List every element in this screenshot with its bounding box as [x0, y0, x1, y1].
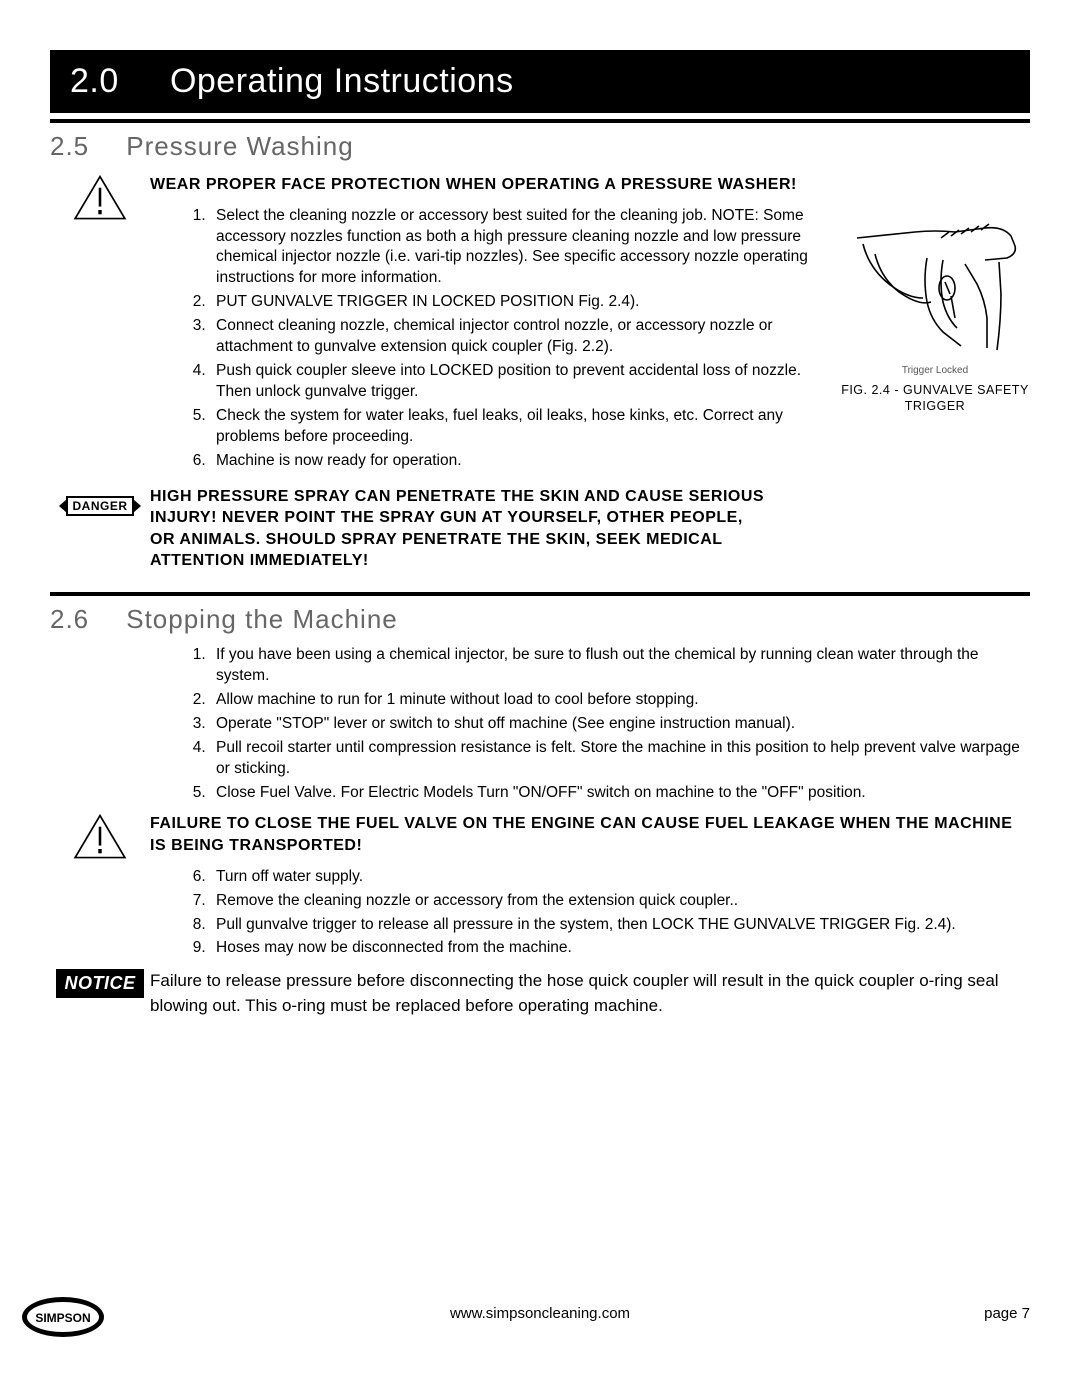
footer-url: www.simpsoncleaning.com: [50, 1305, 1030, 1322]
section-title-26: 2.6 Stopping the Machine: [50, 598, 1030, 643]
list-item: Machine is now ready for operation.: [210, 451, 1030, 472]
steps-list-26b: Turn off water supply. Remove the cleanin…: [150, 867, 1030, 960]
section-title-25: 2.5 Pressure Washing: [50, 125, 1030, 170]
divider: [50, 592, 1030, 596]
section-number: 2.6: [50, 604, 118, 635]
notice-text: Failure to release pressure before disco…: [150, 969, 1030, 1018]
page-footer: SIMPSON www.simpsoncleaning.com page 7: [50, 1305, 1030, 1322]
chapter-title: Operating Instructions: [170, 62, 514, 100]
svg-text:SIMPSON: SIMPSON: [35, 1311, 90, 1325]
danger-text: HIGH PRESSURE SPRAY CAN PENETRATE THE SK…: [150, 486, 770, 572]
danger-label: DANGER: [66, 496, 133, 516]
warning-triangle-icon: [72, 209, 128, 226]
warning-text: FAILURE TO CLOSE THE FUEL VALVE ON THE E…: [150, 813, 1030, 856]
figure-24: Trigger Locked FIG. 2.4 - GUNVALVE SAFET…: [840, 210, 1030, 415]
simpson-logo-icon: SIMPSON: [20, 1295, 106, 1343]
list-item: Hoses may now be disconnected from the m…: [210, 938, 1030, 959]
warning-triangle-icon: [72, 848, 128, 865]
section-number: 2.5: [50, 131, 118, 162]
list-item: Pull recoil starter until compression re…: [210, 738, 1030, 780]
figure-caption: FIG. 2.4 - GUNVALVE SAFETY TRIGGER: [840, 382, 1030, 415]
list-item: Remove the cleaning nozzle or accessory …: [210, 891, 1030, 912]
list-item: Pull gunvalve trigger to release all pre…: [210, 915, 1030, 936]
chapter-number: 2.0: [70, 62, 160, 101]
list-item: If you have been using a chemical inject…: [210, 645, 1030, 687]
figure-inline-label: Trigger Locked: [840, 365, 1030, 376]
notice-label: NOTICE: [56, 969, 143, 998]
list-item: Operate "STOP" lever or switch to shut o…: [210, 714, 1030, 735]
steps-list-26a: If you have been using a chemical inject…: [150, 645, 1030, 803]
warning-text: WEAR PROPER FACE PROTECTION WHEN OPERATI…: [150, 174, 1030, 196]
section-name: Stopping the Machine: [126, 604, 398, 634]
section-name: Pressure Washing: [126, 131, 353, 161]
list-item: Allow machine to run for 1 minute withou…: [210, 690, 1030, 711]
chapter-header: 2.0 Operating Instructions: [50, 50, 1030, 113]
list-item: Close Fuel Valve. For Electric Models Tu…: [210, 783, 1030, 804]
divider: [50, 119, 1030, 123]
list-item: Turn off water supply.: [210, 867, 1030, 888]
gunvalve-trigger-icon: [845, 210, 1025, 360]
footer-page: page 7: [984, 1305, 1030, 1322]
